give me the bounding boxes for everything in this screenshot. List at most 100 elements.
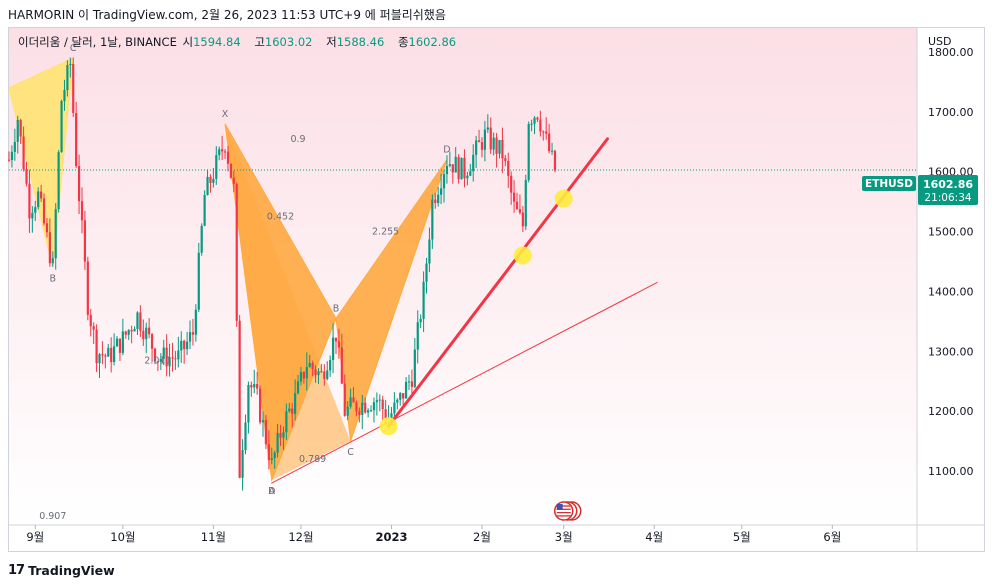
event-marker[interactable]: [553, 501, 582, 521]
candle-body: [454, 156, 457, 173]
y-tick-label: 1200.00: [928, 405, 974, 418]
y-tick-label: 1400.00: [928, 285, 974, 298]
candle-body: [442, 174, 446, 189]
candle-body: [480, 142, 484, 150]
candle-body: [171, 357, 174, 359]
candle-body: [501, 139, 504, 159]
trendline: [387, 137, 610, 428]
candle-body: [63, 89, 66, 102]
candle-body: [469, 171, 472, 176]
price-tag-box: [918, 175, 978, 205]
candle-body: [66, 65, 69, 90]
trendlines[interactable]: [9, 137, 917, 484]
candle-body: [83, 220, 87, 262]
candle-body: [80, 201, 84, 221]
candle-body: [247, 385, 250, 423]
candle-body: [486, 127, 489, 130]
x-tick-label: 11월: [201, 530, 226, 544]
pattern-point-label: C: [347, 447, 354, 458]
candle-body: [510, 175, 513, 193]
y-tick-label: 1500.00: [928, 226, 974, 239]
price-tag-countdown: 21:06:34: [924, 192, 971, 204]
candle-body: [200, 225, 203, 253]
candle-body: [331, 337, 335, 361]
candle-body: [183, 340, 186, 350]
ratio-label: 0.789: [299, 454, 326, 465]
candle-body: [92, 326, 95, 330]
candle-body: [48, 232, 51, 264]
footer-brand[interactable]: 17 TradingView: [8, 563, 115, 578]
candle-body: [463, 157, 466, 179]
y-tick-label: 1800.00: [928, 46, 974, 59]
candle-body: [7, 159, 11, 161]
candle-body: [492, 137, 495, 150]
ratio-label: 0.907: [39, 511, 66, 522]
pattern-point-label: X: [222, 109, 229, 120]
candle-body: [334, 337, 338, 342]
candle-body: [54, 209, 57, 259]
candle-body: [489, 127, 492, 150]
candle-body: [77, 166, 81, 202]
candle-body: [118, 338, 122, 353]
candle-body: [326, 370, 329, 379]
candle-body: [130, 330, 133, 332]
candle-body: [115, 338, 119, 347]
candle-body: [89, 314, 92, 327]
close-value: 1602.86: [408, 35, 457, 49]
candle-body: [156, 361, 160, 363]
candle-body: [410, 381, 414, 387]
harmonic-patterns[interactable]: [8, 57, 448, 483]
tradingview-logo-icon: 17: [8, 563, 25, 578]
candlestick-series: [7, 57, 557, 491]
candle-body: [369, 410, 373, 412]
candle-body: [320, 371, 323, 373]
low-label: 저: [326, 35, 337, 49]
candle-body: [407, 381, 411, 383]
candle-body: [381, 399, 384, 410]
last-price-tag: ETHUSD 1602.86 21:06:34: [862, 175, 978, 205]
y-tick-label: 1300.00: [928, 345, 974, 358]
candle-body: [507, 160, 510, 176]
candle-body: [57, 152, 60, 210]
candle-body: [355, 402, 358, 412]
candle-body: [472, 154, 475, 172]
candle-body: [542, 131, 545, 133]
candle-body: [45, 223, 49, 233]
high-label: 고: [254, 35, 265, 49]
pattern-point-label: A: [269, 486, 276, 497]
pattern-point-label: B: [333, 303, 340, 314]
candle-body: [19, 119, 22, 137]
candle-body: [86, 261, 89, 315]
open-value: 1594.84: [193, 35, 241, 49]
highlight-circle: [513, 246, 532, 265]
candle-body: [512, 192, 516, 202]
highlight-markers[interactable]: [379, 189, 573, 436]
candle-body: [168, 357, 171, 367]
harmonic-wing: [8, 57, 74, 268]
candle-body: [437, 194, 440, 204]
candle-body: [104, 355, 107, 357]
candle-body: [340, 347, 343, 384]
x-tick-label: 4월: [645, 530, 663, 544]
candle-body: [256, 383, 259, 389]
candle-body: [212, 178, 215, 183]
candle-body: [215, 155, 218, 179]
candle-body: [22, 136, 25, 170]
candle-body: [101, 354, 104, 356]
symbol-description: 이더리움 / 달러, 1날, BINANCE: [18, 35, 177, 49]
candle-body: [288, 408, 291, 412]
x-tick-label: 2월: [473, 530, 491, 544]
candle-body: [25, 169, 28, 184]
candle-body: [37, 191, 40, 208]
candle-body: [142, 330, 145, 340]
candle-body: [448, 164, 451, 166]
candle-body: [352, 397, 355, 403]
candle-body: [402, 393, 405, 399]
candle-body: [113, 346, 116, 363]
candle-body: [483, 129, 486, 150]
candle-body: [136, 312, 139, 329]
candle-body: [124, 331, 127, 335]
candle-body: [72, 64, 75, 114]
candle-body: [460, 157, 463, 180]
